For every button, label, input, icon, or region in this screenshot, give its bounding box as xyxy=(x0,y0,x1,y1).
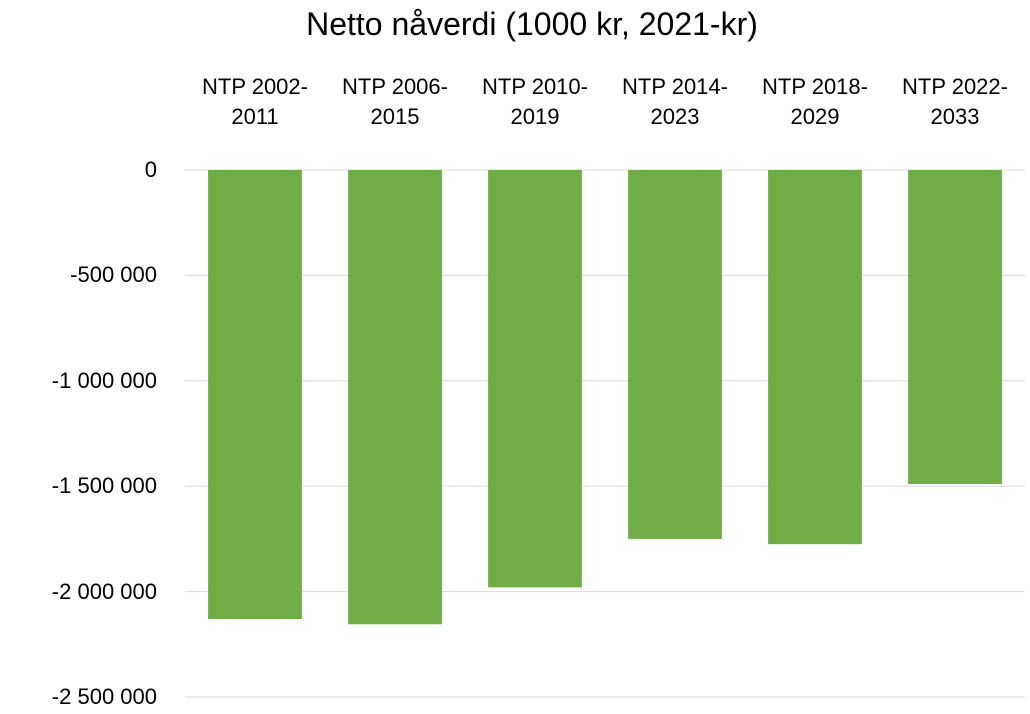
y-tick-label: -1 500 000 xyxy=(51,473,157,499)
bar xyxy=(768,170,862,545)
x-tick-label: NTP 2006-2015 xyxy=(342,74,448,129)
y-tick-label: -2 500 000 xyxy=(51,684,157,709)
y-tick-label: -500 000 xyxy=(70,262,157,288)
bar xyxy=(208,170,302,620)
x-tick-label: NTP 2002-2011 xyxy=(202,74,308,129)
chart-title: Netto nåverdi (1000 kr, 2021-kr) xyxy=(306,6,758,42)
x-tick-label: NTP 2014-2023 xyxy=(622,74,728,129)
y-tick-label: -2 000 000 xyxy=(51,578,157,604)
bar xyxy=(488,170,582,588)
bar xyxy=(628,170,722,539)
x-tick-label: NTP 2018-2029 xyxy=(762,74,868,129)
x-tick-label: NTP 2022-2033 xyxy=(902,74,1008,129)
bar xyxy=(908,170,1002,485)
x-tick-label: NTP 2010-2019 xyxy=(482,74,588,129)
y-tick-label: 0 xyxy=(144,157,157,182)
y-tick-label: -1 000 000 xyxy=(51,367,157,393)
bar xyxy=(348,170,442,625)
